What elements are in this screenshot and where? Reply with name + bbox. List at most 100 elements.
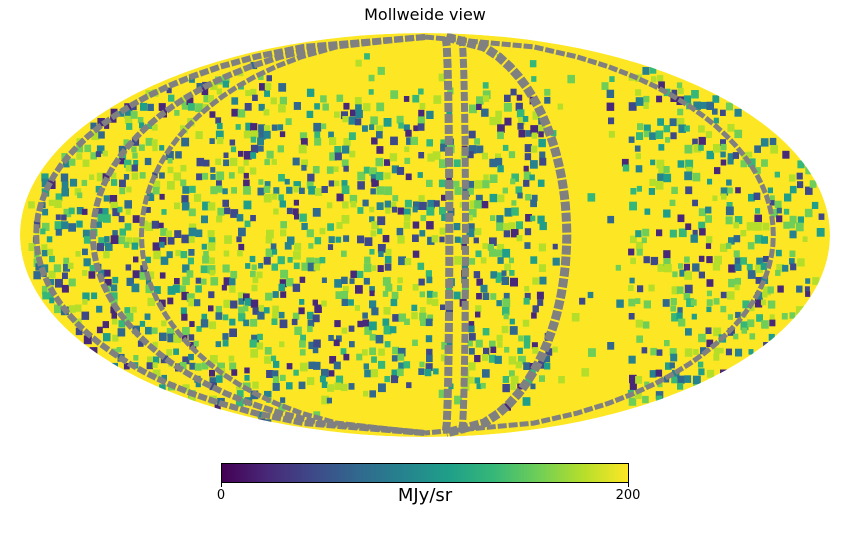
map-pixel <box>188 353 194 361</box>
map-pixel <box>308 361 316 369</box>
map-pixel <box>222 314 229 321</box>
map-pixel <box>482 328 490 336</box>
map-pixel <box>678 228 687 238</box>
map-pixel <box>187 257 194 265</box>
map-pixel <box>130 111 138 119</box>
map-pixel <box>321 300 327 307</box>
map-pixel <box>495 277 501 283</box>
map-pixel <box>70 178 78 187</box>
map-pixel <box>216 171 225 181</box>
map-pixel <box>494 157 503 166</box>
map-pixel <box>188 227 197 237</box>
map-pixel <box>91 131 100 141</box>
map-pixel <box>579 297 586 305</box>
missing-band-far-left <box>33 34 426 436</box>
map-pixel <box>46 236 53 243</box>
map-pixel <box>293 251 301 260</box>
map-pixel <box>767 286 774 294</box>
map-pixel <box>698 144 704 151</box>
map-pixel <box>525 194 532 201</box>
map-pixel <box>364 256 371 264</box>
map-pixel <box>287 236 295 245</box>
map-pixel <box>473 271 481 279</box>
map-pixel <box>790 263 797 271</box>
map-pixel <box>368 89 374 95</box>
map-pixel <box>727 153 734 161</box>
map-pixel <box>126 186 132 193</box>
map-pixel <box>280 397 286 403</box>
map-pixel <box>336 335 342 342</box>
map-pixel <box>557 103 564 110</box>
map-pixel <box>210 277 219 286</box>
map-pixel <box>489 174 498 183</box>
map-pixel <box>510 383 516 390</box>
map-pixel <box>202 201 211 211</box>
map-pixel <box>756 257 764 266</box>
map-pixel <box>294 242 302 251</box>
map-pixel <box>781 313 788 320</box>
map-pixel <box>588 348 596 357</box>
map-pixel <box>243 305 249 312</box>
map-pixel <box>363 166 370 174</box>
map-pixel <box>511 173 519 182</box>
map-pixel <box>300 334 306 342</box>
map-pixel <box>343 353 350 361</box>
map-pixel <box>68 305 76 313</box>
map-pixel <box>489 248 497 257</box>
mollweide-sky-map[interactable] <box>0 0 850 460</box>
map-pixel <box>453 291 461 300</box>
map-pixel <box>341 180 348 187</box>
map-pixel <box>468 208 477 218</box>
map-pixel <box>229 286 236 293</box>
map-pixel <box>243 179 250 187</box>
map-pixel <box>215 117 222 124</box>
map-pixel <box>467 376 474 384</box>
missing-pixel-bands <box>33 33 776 437</box>
map-pixel <box>102 208 109 215</box>
map-pixel <box>244 367 250 374</box>
map-pixel <box>454 256 463 265</box>
map-pixel <box>147 356 155 365</box>
map-pixel <box>747 158 756 167</box>
map-pixel <box>293 186 300 193</box>
map-pixel <box>539 375 545 382</box>
map-pixel <box>224 235 232 244</box>
map-pixel <box>706 369 715 378</box>
map-pixel <box>271 355 277 362</box>
map-pixel <box>805 186 813 195</box>
map-pixel <box>733 250 740 258</box>
map-pixel <box>293 102 301 110</box>
map-pixel <box>398 362 405 369</box>
map-pixel <box>384 376 390 383</box>
map-pixel <box>657 118 664 126</box>
map-pixel <box>147 123 153 129</box>
map-pixel <box>468 362 476 371</box>
map-pixel <box>663 250 671 259</box>
map-pixel <box>286 382 293 390</box>
map-pixel <box>509 318 515 325</box>
map-pixel <box>83 236 91 244</box>
map-pixel <box>356 353 363 361</box>
map-pixel <box>249 167 257 175</box>
map-pixel <box>789 258 795 265</box>
map-pixel <box>174 230 182 238</box>
map-pixel <box>48 279 55 286</box>
map-pixel <box>697 361 704 368</box>
map-pixel <box>131 242 139 250</box>
map-pixel <box>522 116 529 122</box>
map-pixel <box>161 209 167 215</box>
map-pixel <box>223 277 231 286</box>
map-pixel <box>417 116 425 125</box>
map-pixel <box>510 375 519 385</box>
map-pixel <box>412 221 420 229</box>
map-pixel <box>516 94 523 101</box>
map-pixel <box>264 90 270 97</box>
map-pixel <box>133 160 139 166</box>
map-pixel <box>440 354 448 362</box>
map-pixel <box>663 125 671 133</box>
map-pixel <box>475 194 483 203</box>
map-pixel <box>167 297 174 305</box>
map-pixel <box>467 223 475 231</box>
map-pixel <box>335 375 344 384</box>
map-pixel <box>215 375 223 383</box>
